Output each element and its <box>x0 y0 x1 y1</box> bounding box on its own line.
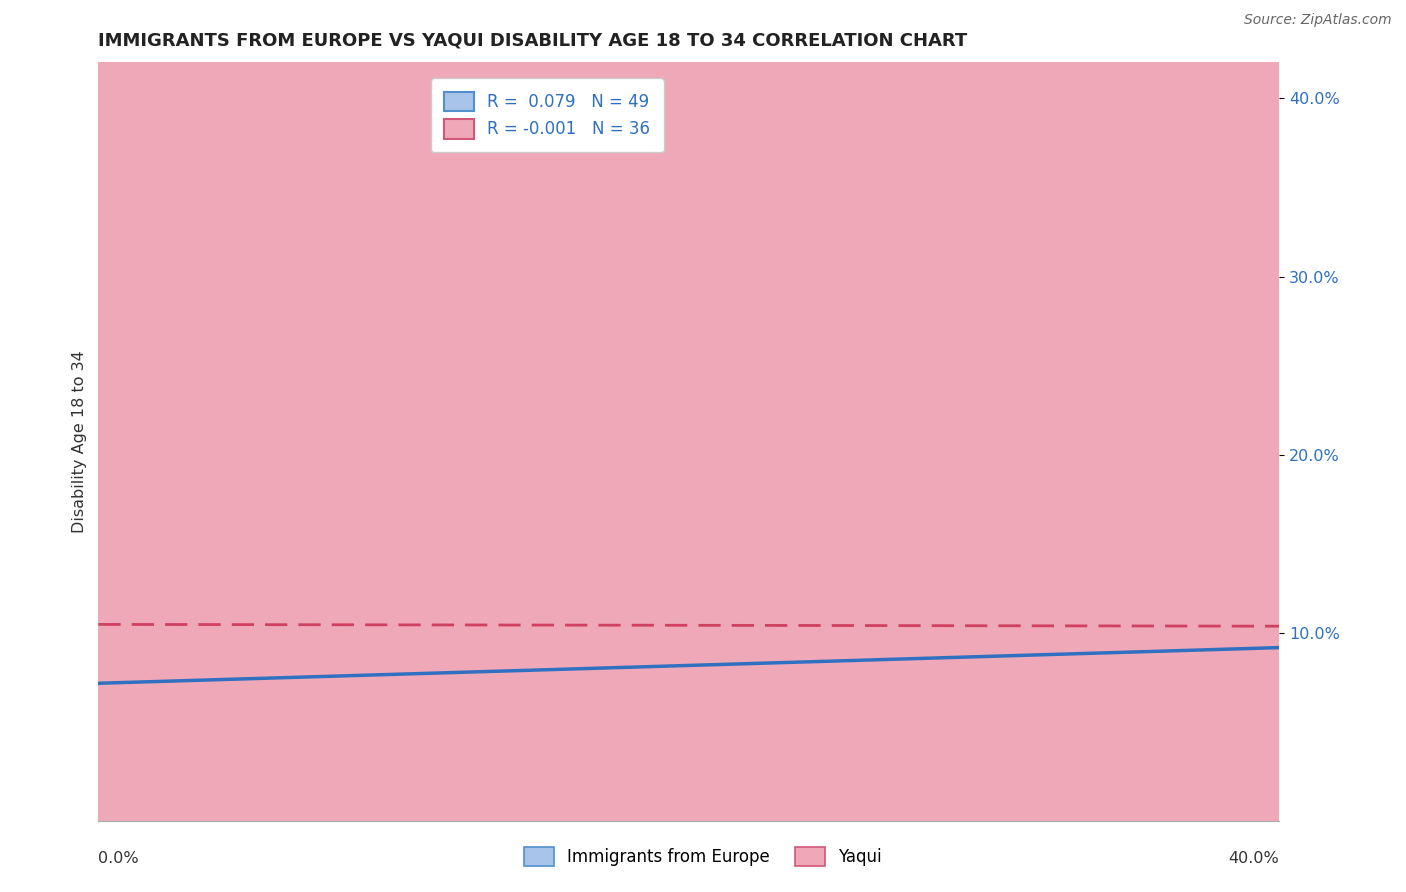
Point <box>128 689 150 703</box>
Point <box>96 635 118 649</box>
Point <box>184 683 207 698</box>
Point <box>90 626 112 640</box>
Point <box>146 644 169 658</box>
Point <box>120 683 142 698</box>
Point <box>93 510 115 524</box>
Point <box>589 617 612 632</box>
Point <box>98 626 121 640</box>
Point <box>98 680 121 694</box>
Point <box>90 252 112 266</box>
Point <box>176 644 198 658</box>
Point <box>120 653 142 667</box>
Point <box>135 626 157 640</box>
Point <box>323 698 346 712</box>
Text: ZIPatlas: ZIPatlas <box>501 401 877 482</box>
Point <box>200 680 222 694</box>
Point <box>90 617 112 632</box>
Text: 40.0%: 40.0% <box>1229 851 1279 866</box>
Point <box>96 617 118 632</box>
Point <box>96 492 118 507</box>
Point <box>103 648 125 662</box>
Point <box>141 683 163 698</box>
Point <box>114 683 136 698</box>
Point <box>152 683 174 698</box>
Point <box>117 680 139 694</box>
Point <box>96 689 118 703</box>
Point <box>93 626 115 640</box>
Point <box>280 715 302 730</box>
Point <box>176 689 198 703</box>
Point <box>93 653 115 667</box>
Point <box>105 689 128 703</box>
Point <box>1002 733 1025 747</box>
Point <box>162 635 183 649</box>
Point <box>96 528 118 542</box>
Point <box>235 644 257 658</box>
Point <box>90 671 112 685</box>
Point <box>96 665 118 680</box>
Point <box>122 689 145 703</box>
Point <box>135 680 157 694</box>
Point <box>98 648 121 662</box>
Point <box>90 680 112 694</box>
Legend: Immigrants from Europe, Yaqui: Immigrants from Europe, Yaqui <box>516 838 890 875</box>
Point <box>501 448 523 462</box>
Point <box>96 676 118 690</box>
Point <box>105 680 128 694</box>
Point <box>98 671 121 685</box>
Point <box>108 683 131 698</box>
Point <box>103 635 125 649</box>
Point <box>766 742 789 756</box>
Point <box>117 689 139 703</box>
Point <box>412 359 434 373</box>
Point <box>90 635 112 649</box>
Text: IMMIGRANTS FROM EUROPE VS YAQUI DISABILITY AGE 18 TO 34 CORRELATION CHART: IMMIGRANTS FROM EUROPE VS YAQUI DISABILI… <box>98 32 967 50</box>
Point <box>103 665 125 680</box>
Y-axis label: Disability Age 18 to 34: Disability Age 18 to 34 <box>72 351 87 533</box>
Point <box>98 635 121 649</box>
Point <box>250 698 273 712</box>
Point <box>132 683 155 698</box>
Point <box>90 644 112 658</box>
Point <box>167 683 190 698</box>
Point <box>138 689 160 703</box>
Point <box>560 733 582 747</box>
Point <box>114 635 136 649</box>
Point <box>103 674 125 689</box>
Point <box>111 680 134 694</box>
Point <box>93 683 115 698</box>
Point <box>111 689 134 703</box>
Point <box>105 630 128 644</box>
Point <box>205 644 228 658</box>
Point <box>114 676 136 690</box>
Point <box>353 644 375 658</box>
Point <box>93 287 115 301</box>
Point <box>146 648 169 662</box>
Point <box>108 671 131 685</box>
Point <box>111 644 134 658</box>
Point <box>108 648 131 662</box>
Point <box>103 683 125 698</box>
Point <box>122 635 145 649</box>
Point <box>93 662 115 676</box>
Point <box>117 644 139 658</box>
Point <box>128 648 150 662</box>
Text: 0.0%: 0.0% <box>98 851 139 866</box>
Point <box>108 635 131 649</box>
Point <box>125 683 148 698</box>
Legend: R =  0.079   N = 49, R = -0.001   N = 36: R = 0.079 N = 49, R = -0.001 N = 36 <box>430 78 664 152</box>
Point <box>96 644 118 658</box>
Point <box>1180 778 1202 792</box>
Point <box>141 644 163 658</box>
Point <box>93 635 115 649</box>
Point <box>105 644 128 658</box>
Text: Source: ZipAtlas.com: Source: ZipAtlas.com <box>1244 13 1392 28</box>
Point <box>162 689 183 703</box>
